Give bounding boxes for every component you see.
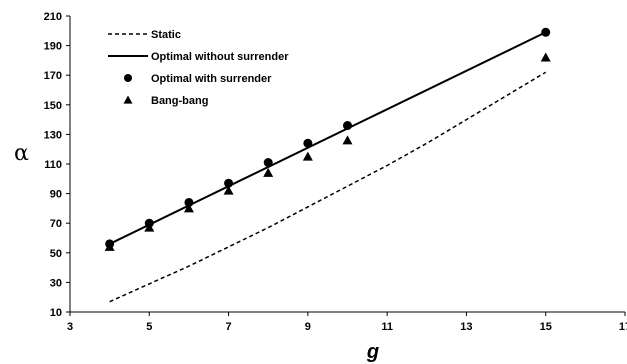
y-tick-label: 150 xyxy=(44,100,62,112)
tick-labels: 10 30 50 70 90 110 130 150 170 190 210 3 5 7 9 11 13 15 17 xyxy=(44,11,627,333)
x-tick-label: 5 xyxy=(146,321,152,333)
legend-label: Optimal with surrender xyxy=(151,73,272,85)
y-tick-label: 130 xyxy=(44,129,62,141)
optimal-with-surrender-point xyxy=(263,158,273,168)
y-tick-label: 70 xyxy=(50,218,62,230)
static-series-line xyxy=(109,71,547,303)
x-tick-label: 17 xyxy=(619,321,627,333)
legend-bang-bang-swatch xyxy=(123,95,133,104)
bang-bang-point xyxy=(540,52,551,62)
optimal-with-surrender-point xyxy=(303,138,313,148)
optimal-with-surrender-point xyxy=(343,121,352,131)
bang-bang-point xyxy=(263,167,274,177)
bang-bang-point xyxy=(342,135,353,145)
x-axis-title: g xyxy=(366,341,379,363)
legend-label: Bang-bang xyxy=(151,95,208,107)
chart-axes xyxy=(66,15,626,316)
y-tick-label: 170 xyxy=(44,70,62,82)
y-tick-label: 190 xyxy=(44,41,62,53)
optimal-with-surrender-point xyxy=(541,27,551,37)
y-tick-label: 110 xyxy=(44,159,62,171)
y-tick-label: 210 xyxy=(44,11,62,23)
y-axis-title: α xyxy=(14,141,29,166)
x-tick-label: 15 xyxy=(540,321,552,333)
x-tick-label: 11 xyxy=(381,321,393,333)
x-tick-label: 13 xyxy=(460,321,472,333)
legend-label: Optimal without surrender xyxy=(151,51,289,63)
y-tick-label: 90 xyxy=(50,189,62,201)
x-tick-label: 3 xyxy=(67,321,73,333)
optimal-with-surrender-point xyxy=(224,178,234,188)
y-tick-label: 30 xyxy=(50,277,62,289)
legend-label: Static xyxy=(151,29,181,41)
bang-bang-point xyxy=(223,185,234,195)
x-tick-label: 7 xyxy=(226,321,232,333)
optimal-with-surrender-point xyxy=(184,197,194,207)
y-tick-label: 50 xyxy=(50,248,62,260)
plot-area xyxy=(104,27,551,303)
x-tick-label: 9 xyxy=(305,321,311,333)
bang-bang-point xyxy=(302,151,313,161)
bang-bang-point xyxy=(183,203,194,213)
y-tick-label: 10 xyxy=(50,307,62,319)
bang-bang-point xyxy=(144,222,155,232)
chart-legend: Static Optimal without surrender Optimal w… xyxy=(108,29,289,107)
legend-optimal-with-surrender-swatch xyxy=(124,74,132,82)
optimal-without-surrender-line xyxy=(109,31,547,245)
bang-bang-point xyxy=(104,241,115,251)
